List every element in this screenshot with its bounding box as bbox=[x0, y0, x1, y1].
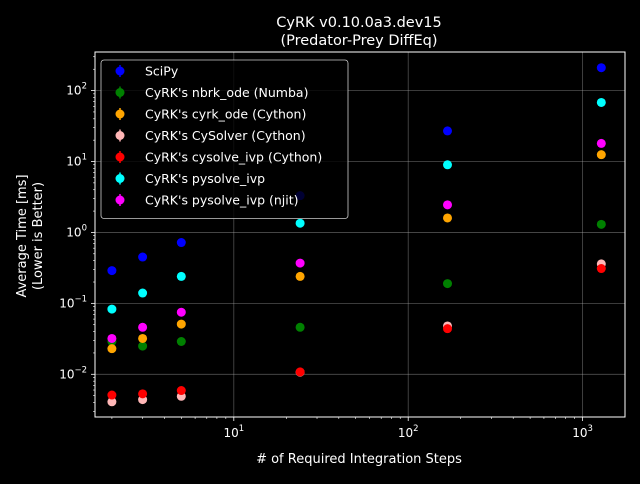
data-point bbox=[176, 238, 186, 248]
y-axis-label: Average Time [ms] bbox=[15, 174, 30, 297]
data-point bbox=[295, 218, 305, 228]
data-point bbox=[596, 264, 606, 274]
data-point bbox=[138, 322, 148, 332]
data-point bbox=[295, 258, 305, 268]
data-point bbox=[596, 219, 606, 229]
data-points bbox=[107, 63, 606, 407]
data-point bbox=[138, 333, 148, 343]
y-tick-label: 10−1 bbox=[59, 294, 87, 310]
legend-label: CyRK's pysolve_ivp bbox=[145, 171, 265, 186]
y-tick-label: 101 bbox=[66, 153, 87, 169]
legend-label: CyRK's cyrk_ode (Cython) bbox=[145, 107, 306, 122]
data-point bbox=[443, 324, 453, 334]
legend-marker bbox=[115, 195, 125, 205]
data-point bbox=[443, 279, 453, 289]
y-tick-label: 102 bbox=[66, 82, 87, 98]
chart-subtitle: (Predator-Prey DiffEq) bbox=[280, 33, 437, 49]
data-point bbox=[443, 200, 453, 210]
legend-marker bbox=[115, 88, 125, 97]
data-point bbox=[295, 322, 305, 332]
data-point bbox=[443, 160, 453, 170]
axis-ticks: 101 102 103 10−2 10−1 100 101 102 bbox=[59, 56, 593, 440]
x-tick-label: 103 bbox=[572, 424, 593, 440]
legend-label: CyRK's cysolve_ivp (Cython) bbox=[145, 150, 322, 165]
data-point bbox=[176, 337, 186, 347]
data-point bbox=[107, 344, 117, 354]
data-point bbox=[107, 390, 117, 400]
legend-box bbox=[100, 59, 349, 219]
data-point bbox=[443, 126, 453, 136]
x-tick-label: 102 bbox=[398, 424, 419, 440]
legend-label: CyRK's pysolve_ivp (njit) bbox=[145, 193, 299, 208]
data-point bbox=[596, 97, 606, 107]
y-tick-label: 10−2 bbox=[59, 365, 87, 381]
legend-marker bbox=[115, 109, 125, 119]
y-tick-label: 100 bbox=[66, 223, 87, 239]
legend-marker bbox=[115, 66, 125, 76]
data-point bbox=[107, 266, 117, 276]
legend-marker bbox=[115, 152, 125, 162]
legend-label: SciPy bbox=[145, 64, 179, 79]
data-point bbox=[176, 386, 186, 396]
data-point bbox=[176, 319, 186, 329]
legend-label: CyRK's CySolver (Cython) bbox=[145, 128, 306, 143]
data-point bbox=[596, 63, 606, 73]
data-point bbox=[138, 389, 148, 399]
data-point bbox=[138, 252, 148, 262]
data-point bbox=[107, 304, 117, 314]
legend-marker bbox=[115, 174, 125, 183]
legend-label: CyRK's nbrk_ode (Numba) bbox=[145, 85, 308, 100]
data-point bbox=[176, 271, 186, 281]
data-point bbox=[107, 397, 117, 407]
data-point bbox=[443, 213, 453, 223]
data-point bbox=[295, 367, 305, 377]
legend: SciPy CyRK's nbrk_ode (Numba) CyRK's cyrk_… bbox=[100, 59, 349, 219]
chart-title: CyRK v0.10.0a3.dev15 bbox=[276, 15, 441, 31]
data-point bbox=[138, 288, 148, 298]
data-point bbox=[596, 150, 606, 160]
y-axis-label-secondary: (Lower is Better) bbox=[31, 182, 46, 290]
data-point bbox=[176, 307, 186, 317]
plot-area-frame bbox=[94, 51, 626, 418]
legend-marker bbox=[115, 131, 125, 140]
data-point bbox=[295, 271, 305, 281]
x-axis-label: # of Required Integration Steps bbox=[256, 452, 462, 467]
data-point bbox=[596, 138, 606, 148]
data-point bbox=[138, 341, 148, 351]
data-point bbox=[107, 333, 117, 343]
x-tick-label: 101 bbox=[223, 424, 244, 440]
